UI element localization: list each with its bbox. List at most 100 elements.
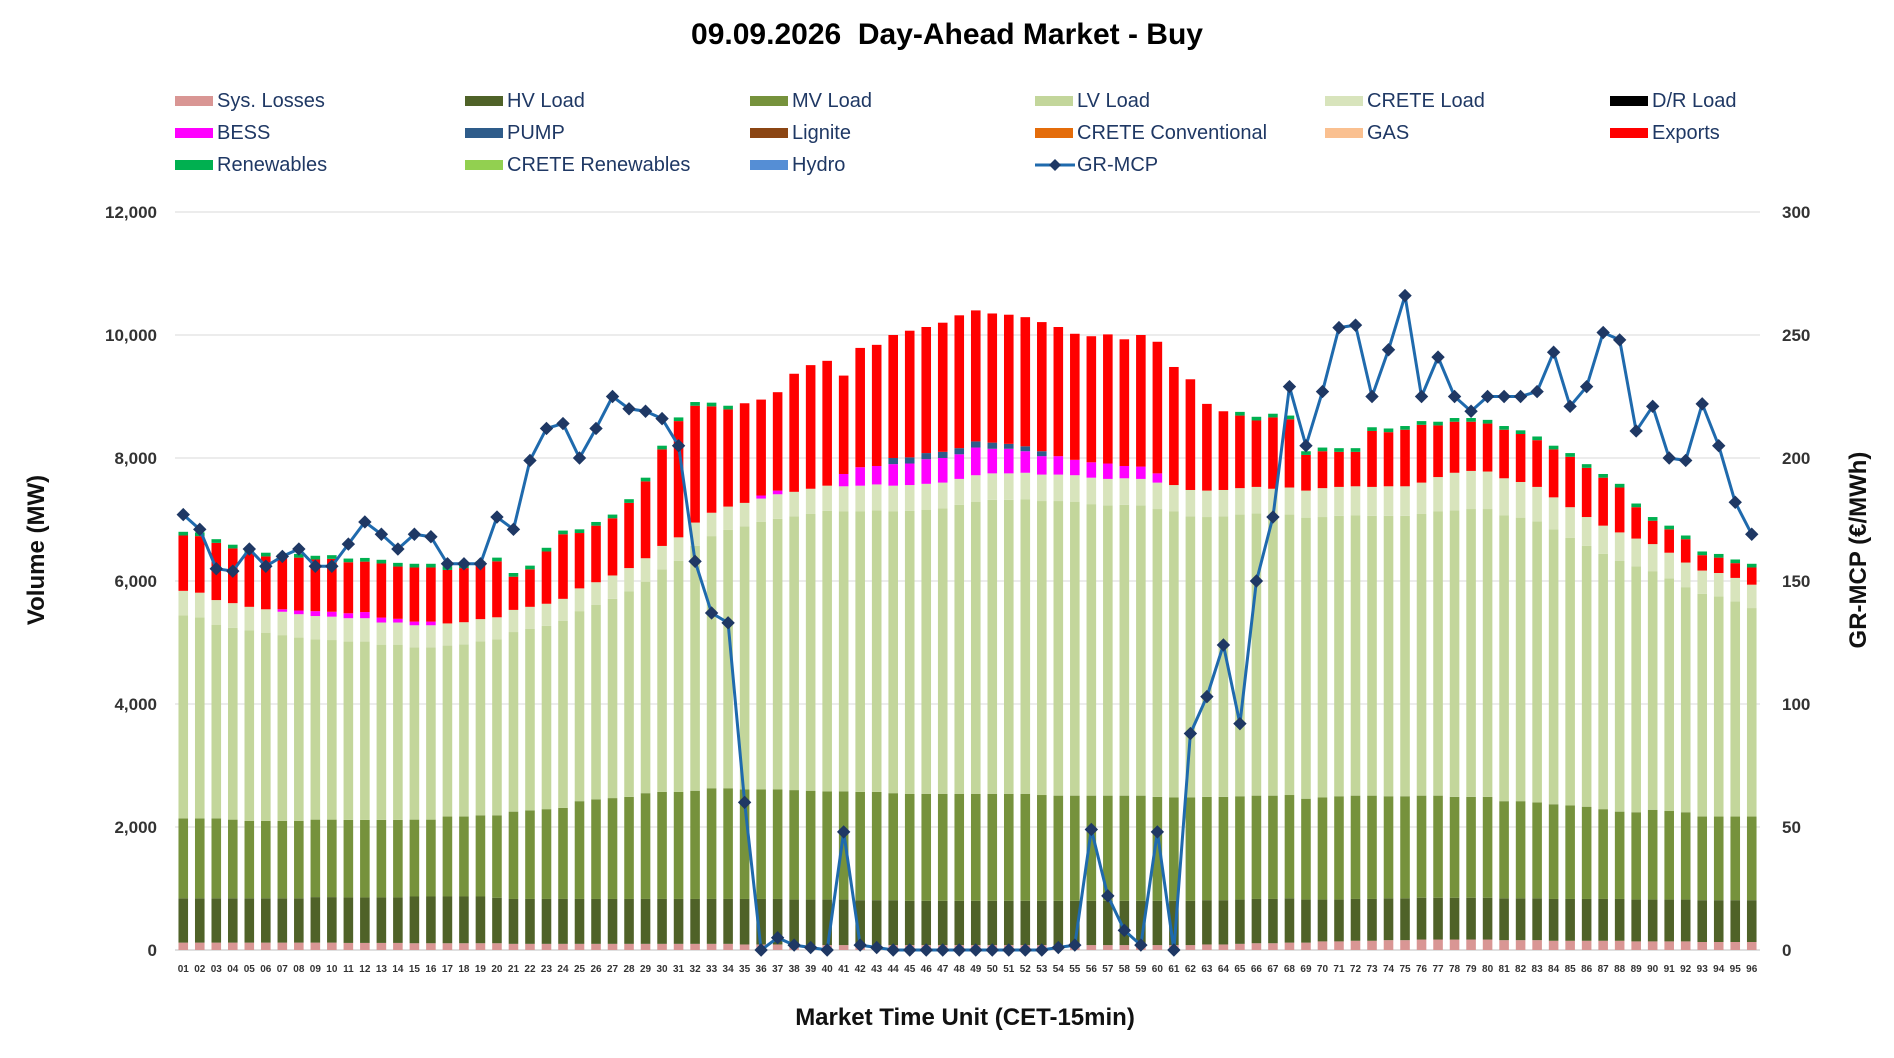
y-tick-label: 0 (148, 941, 157, 960)
mcp-point (506, 522, 521, 537)
bar-segment (574, 529, 585, 534)
y2-tick-label: 100 (1782, 695, 1810, 714)
legend-swatch (1610, 96, 1648, 106)
bar-segment (1680, 941, 1691, 950)
bar-segment (1037, 451, 1047, 457)
bar-segment (970, 501, 981, 794)
x-tick-label: 80 (1482, 964, 1494, 975)
bar-segment (1515, 898, 1526, 941)
mcp-point (605, 389, 620, 404)
bar-segment (1614, 898, 1625, 941)
x-tick-label: 52 (1020, 964, 1032, 975)
bar-segment (475, 619, 486, 642)
bar-segment (393, 819, 403, 898)
bar-segment (1548, 898, 1559, 941)
bar-segment (838, 486, 849, 512)
bar-segment (838, 945, 849, 950)
legend-item: GR-MCP (1035, 150, 1158, 180)
bar-segment (690, 545, 700, 791)
bar-segment (1334, 451, 1344, 487)
mcp-point (1612, 333, 1627, 347)
bar-segment (1301, 942, 1311, 950)
bar-segment (954, 793, 965, 901)
bar-segment (376, 942, 387, 950)
mcp-point (358, 515, 372, 529)
bar-segment (1235, 514, 1245, 797)
legend-swatch (750, 128, 788, 138)
bar-segment (1548, 497, 1559, 530)
mcp-point (936, 943, 950, 957)
x-tick-label: 48 (954, 964, 966, 975)
bar-segment (591, 799, 601, 899)
bar-segment (194, 818, 205, 899)
bar-segment (937, 793, 948, 901)
bar-segment (244, 552, 255, 607)
bar-segment (888, 335, 898, 458)
bar-segment (261, 632, 271, 821)
bar-segment (1317, 447, 1328, 452)
bar-segment (1003, 314, 1014, 444)
mcp-point (638, 404, 653, 418)
bar-segment (541, 809, 552, 899)
mcp-point (770, 930, 785, 945)
bar-segment (426, 621, 436, 626)
bar-segment (723, 506, 733, 530)
bar-segment (343, 613, 354, 619)
bar-segment (1268, 488, 1278, 516)
bar-segment (360, 612, 370, 619)
bar-segment (228, 819, 238, 899)
bar-segment (1631, 899, 1641, 942)
x-tick-label: 84 (1548, 964, 1560, 975)
mcp-point (1249, 574, 1264, 588)
bar-segment (1235, 899, 1245, 944)
bar-segment (1136, 505, 1146, 796)
bar-segment (442, 896, 453, 944)
bar-segment (855, 791, 865, 901)
bar-segment (343, 618, 354, 642)
gridlines (175, 211, 1760, 951)
x-tick-label: 43 (871, 964, 883, 975)
bar-segment (690, 522, 700, 546)
mcp-point (1183, 726, 1198, 741)
bar-segment (987, 793, 998, 901)
bar-segment (541, 943, 552, 950)
bar-segment (1746, 567, 1757, 585)
x-tick-label: 62 (1185, 964, 1197, 975)
bar-segment (294, 942, 304, 950)
bar-segment (1020, 472, 1031, 500)
bar-segment (310, 639, 321, 820)
bar-segment (294, 614, 304, 638)
bar-segment (525, 606, 535, 629)
legend-swatch (750, 96, 788, 106)
bar-segment (574, 533, 585, 589)
bar-segment (871, 900, 882, 946)
mcp-point (1266, 510, 1280, 524)
legend-label: CRETE Renewables (507, 153, 691, 176)
bar-segment (310, 555, 321, 560)
mcp-point (1002, 943, 1016, 957)
bar-segment (1614, 487, 1625, 533)
bar-segment (1565, 805, 1575, 899)
bar-segment (822, 360, 832, 486)
bar-segment (591, 521, 601, 526)
bar-segment (657, 545, 667, 570)
y-tick-label: 2,000 (114, 818, 157, 837)
bar-segment (1383, 428, 1394, 433)
bar-segment (706, 406, 717, 513)
bar-segment (805, 365, 816, 489)
bar-segment (194, 617, 205, 819)
x-tick-label: 72 (1350, 964, 1362, 975)
x-tick-label: 38 (789, 964, 801, 975)
bar-segment (1037, 322, 1047, 452)
bar-segment (475, 896, 486, 944)
x-tick-label: 64 (1218, 964, 1230, 975)
bar-segment (640, 477, 651, 482)
bar-segment (1317, 899, 1328, 942)
bar-segment (1631, 538, 1641, 567)
bar-segment (706, 402, 717, 407)
bar-segment (194, 942, 205, 950)
x-tick-label: 54 (1053, 964, 1065, 975)
bar-segment (772, 789, 783, 899)
bar-segment (310, 611, 321, 617)
bar-segment (1416, 897, 1427, 940)
